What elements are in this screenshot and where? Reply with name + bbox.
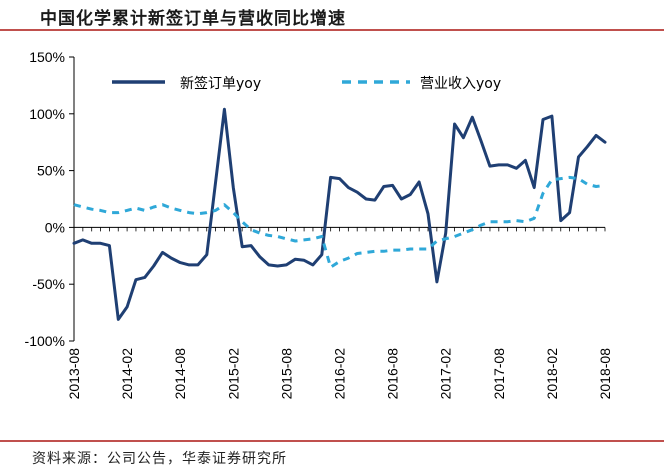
y-tick-label: 150% [29,49,65,65]
series-line-revenue [73,175,606,269]
x-tick-label: 2018-08 [597,348,613,400]
y-axis: -100% -50% 0% 50% 100% 150% [25,49,75,349]
source-divider [0,440,664,442]
x-tick-label: 2013-08 [66,348,82,400]
x-tick-label: 2015-02 [225,348,241,400]
x-tick-label: 2017-08 [491,348,507,400]
series-line-orders [72,107,607,321]
x-tick-label: 2016-08 [385,348,401,400]
y-tick-label: 0% [45,219,65,235]
x-tick-label: 2016-02 [332,348,348,400]
x-tick-label: 2014-08 [172,348,188,400]
legend-label-revenue: 营业收入yoy [420,76,501,92]
legend: 新签订单yoy 营业收入yoy [112,75,501,92]
x-tick-label: 2018-02 [544,348,560,400]
x-axis: 2013-08 2014-02 2014-08 2015-02 2015-08 2016-… [66,226,613,400]
title-divider [0,29,664,31]
x-tick-label: 2015-08 [278,348,294,400]
legend-label-orders: 新签订单yoy [180,75,261,92]
y-tick-label: 50% [37,163,65,179]
y-tick-label: -100% [25,333,65,349]
x-tick-label: 2014-02 [119,348,135,400]
source-note: 资料来源：公司公告，华泰证券研究所 [32,451,287,467]
x-tick-label: 2017-02 [438,348,454,400]
series-lines [72,107,607,321]
y-tick-label: -50% [32,276,65,292]
y-tick-label: 100% [29,106,65,122]
chart-title: 中国化学累计新签订单与营收同比增速 [40,9,346,29]
